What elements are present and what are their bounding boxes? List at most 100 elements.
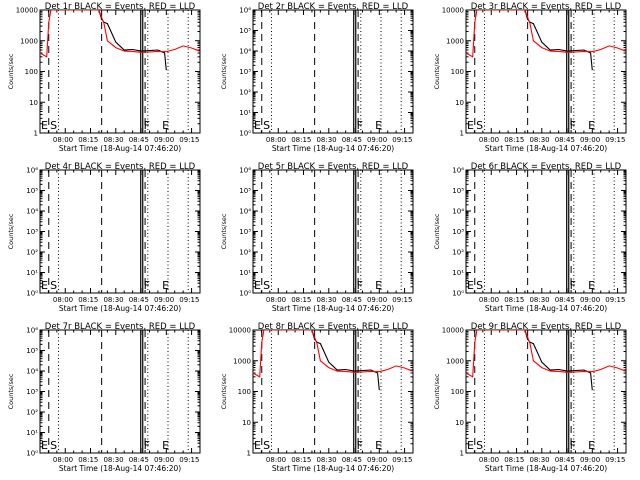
x-tick-label: 09:15	[605, 296, 625, 304]
x-tick-label: 08:45	[129, 296, 149, 304]
y-tick-label: 1	[460, 130, 464, 138]
x-tick-label: 08:00	[479, 296, 499, 304]
y-tick-label: 1000	[446, 37, 464, 45]
y-tick-label: 10	[29, 99, 38, 107]
panel-det-7: Det 7r BLACK = Events, RED = LLD 10⁰ 10¹ 10…	[7, 322, 201, 473]
letter-marker: S	[263, 279, 270, 292]
letter-marker: E	[41, 279, 48, 292]
y-tick-label: 100	[238, 388, 251, 396]
panel-title: Det 2r BLACK = Events, RED = LLD	[258, 2, 409, 12]
x-tick-label: 09:15	[179, 296, 199, 304]
x-tick-label: 09:00	[580, 296, 600, 304]
x-tick-label: 09:00	[367, 136, 387, 144]
y-tick-label: 10⁴	[26, 368, 38, 376]
x-tick-label: 09:15	[392, 136, 412, 144]
series-line-red	[466, 10, 626, 58]
y-tick-label: 10¹	[26, 269, 38, 277]
plot-frame	[465, 329, 627, 454]
letter-marker: E	[375, 119, 382, 132]
x-tick-label: 08:00	[479, 456, 499, 464]
y-tick-label: 10⁴	[239, 48, 251, 56]
y-tick-label: 10²	[239, 249, 251, 257]
x-axis-title: Start Time (18-Aug-14 07:46:20)	[485, 304, 607, 313]
x-tick-label: 08:45	[555, 296, 575, 304]
panel-det-3: Det 3r BLACK = Events, RED = LLD 1 10 100 10…	[433, 2, 627, 153]
x-axis-title: Start Time (18-Aug-14 07:46:20)	[272, 464, 394, 473]
x-tick-label: 09:00	[154, 296, 174, 304]
x-tick-label: 08:00	[53, 456, 73, 464]
y-tick-label: 10⁰	[26, 450, 38, 458]
x-tick-label: 08:15	[78, 456, 98, 464]
y-tick-label: 100	[451, 68, 464, 76]
x-tick-label: 08:15	[78, 296, 98, 304]
x-tick-label: 08:15	[291, 456, 311, 464]
letter-marker: S	[476, 119, 483, 132]
x-tick-label: 08:45	[342, 136, 362, 144]
letter-marker: F	[570, 119, 576, 132]
letter-marker: S	[476, 279, 483, 292]
letter-marker: E	[375, 439, 382, 452]
letter-marker: S	[263, 119, 270, 132]
y-tick-label: 10000	[16, 7, 38, 15]
x-tick-label: 08:45	[342, 296, 362, 304]
y-tick-label: 10	[455, 99, 464, 107]
x-tick-label: 09:15	[392, 456, 412, 464]
x-axis-title: Start Time (18-Aug-14 07:46:20)	[59, 144, 181, 153]
y-tick-label: 10⁶	[239, 7, 251, 15]
x-tick-label: 09:00	[154, 136, 174, 144]
panel-det-9: Det 9r BLACK = Events, RED = LLD 1 10 100 10…	[433, 322, 627, 473]
letter-marker: F	[570, 279, 576, 292]
y-tick-label: 10000	[442, 7, 464, 15]
y-tick-label: 10²	[239, 89, 251, 97]
letter-marker: S	[476, 439, 483, 452]
panel-title: Det 1r BLACK = Events, RED = LLD	[45, 2, 196, 12]
x-tick-label: 08:30	[316, 456, 336, 464]
x-tick-label: 08:00	[266, 136, 286, 144]
letter-marker: E	[162, 439, 169, 452]
letter-marker: E	[254, 279, 261, 292]
letter-marker: F	[357, 119, 363, 132]
y-tick-label: 1	[247, 450, 251, 458]
x-tick-label: 08:45	[555, 136, 575, 144]
letter-marker: E	[162, 279, 169, 292]
letter-marker: F	[570, 439, 576, 452]
letter-marker: S	[50, 439, 57, 452]
series-line-red	[253, 330, 413, 378]
plot-frame	[39, 169, 201, 294]
y-tick-label: 10⁵	[452, 187, 464, 195]
y-tick-label: 10¹	[239, 269, 251, 277]
letter-marker: E	[254, 119, 261, 132]
letter-marker: E	[375, 279, 382, 292]
panel-det-1: Det 1r BLACK = Events, RED = LLD 1 10 100 10…	[7, 2, 201, 153]
x-tick-label: 08:30	[103, 456, 123, 464]
letter-marker: F	[144, 279, 150, 292]
plot-frame	[252, 329, 414, 454]
y-tick-label: 10⁶	[26, 167, 38, 175]
plot-frame	[39, 329, 201, 454]
letter-marker: E	[41, 119, 48, 132]
letter-marker: S	[50, 279, 57, 292]
x-tick-label: 09:00	[367, 456, 387, 464]
letter-marker: E	[254, 439, 261, 452]
y-tick-label: 10000	[442, 327, 464, 335]
y-tick-label: 10³	[26, 388, 38, 396]
y-tick-label: 10³	[239, 68, 251, 76]
letter-marker: E	[467, 279, 474, 292]
x-axis-title: Start Time (18-Aug-14 07:46:20)	[59, 304, 181, 313]
x-axis-title: Start Time (18-Aug-14 07:46:20)	[485, 464, 607, 473]
letter-marker: E	[588, 279, 595, 292]
y-tick-label: 1000	[20, 37, 38, 45]
y-tick-label: 10¹	[26, 429, 38, 437]
plot-frame	[465, 9, 627, 134]
x-tick-label: 08:30	[529, 456, 549, 464]
y-tick-label: 10000	[229, 327, 251, 335]
y-tick-label: 10⁰	[26, 290, 38, 298]
panel-title: Det 9r BLACK = Events, RED = LLD	[471, 322, 622, 332]
panel-det-8: Det 8r BLACK = Events, RED = LLD 1 10 100 10…	[220, 322, 414, 473]
x-tick-label: 09:00	[580, 456, 600, 464]
x-tick-label: 08:15	[504, 456, 524, 464]
letter-marker: E	[588, 439, 595, 452]
x-tick-label: 09:00	[580, 136, 600, 144]
y-tick-label: 10²	[452, 249, 464, 257]
